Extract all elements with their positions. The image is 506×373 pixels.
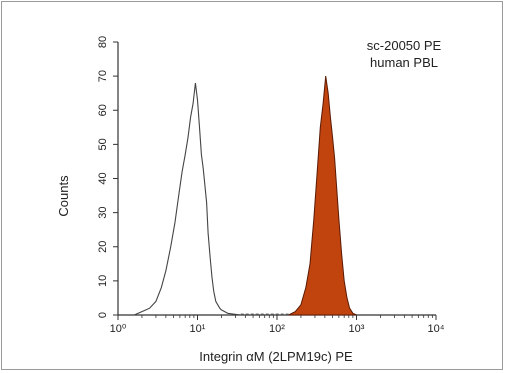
y-tick-label-8: 80 (97, 36, 109, 48)
annotation-line-1: sc-20050 PE (367, 38, 442, 53)
y-tick-label-3: 30 (97, 207, 109, 219)
axes (117, 42, 436, 316)
x-tick-label-2: 10² (269, 323, 285, 335)
y-tick-label-6: 60 (97, 104, 109, 116)
y-tick-label-7: 70 (97, 70, 109, 82)
x-tick-label-1: 10¹ (190, 323, 206, 335)
histogram-outline-series (133, 82, 241, 316)
annotation-line-2: human PBL (370, 55, 438, 70)
x-tick-label-4: 10⁴ (428, 323, 445, 335)
x-tick-label-0: 10⁰ (110, 323, 127, 335)
y-tick-label-1: 10 (97, 275, 109, 287)
x-tick-label-3: 10³ (349, 323, 365, 335)
y-tick-label-4: 40 (97, 172, 109, 184)
y-tick-label-0: 0 (97, 312, 109, 318)
y-tick-label-5: 50 (97, 138, 109, 150)
histogram-filled-series (288, 76, 357, 316)
y-axis-label: Counts (56, 175, 71, 217)
series-layer (133, 76, 357, 316)
y-tick-label-2: 20 (97, 241, 109, 253)
ticks: 0 10 20 30 40 50 60 70 80 10⁰ 10¹ 10² 10³ 10⁴ (97, 36, 445, 335)
x-axis-label: Integrin αM (2LPM19c) PE (199, 349, 353, 364)
